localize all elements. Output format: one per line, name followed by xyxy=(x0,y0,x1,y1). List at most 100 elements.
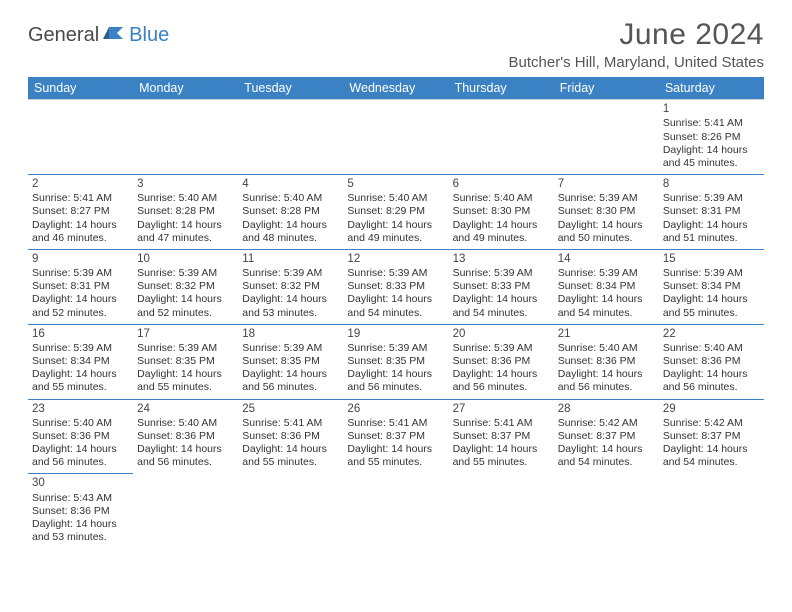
daylight-text: Daylight: 14 hours xyxy=(453,443,550,456)
sunrise-text: Sunrise: 5:39 AM xyxy=(32,267,129,280)
day-number: 10 xyxy=(137,252,234,266)
sunset-text: Sunset: 8:32 PM xyxy=(242,280,339,293)
day-number: 29 xyxy=(663,402,760,416)
calendar-empty-cell xyxy=(133,474,238,548)
daylight-text: and 54 minutes. xyxy=(347,307,444,320)
brand-logo: General Blue xyxy=(28,24,169,47)
calendar-day-cell: 3Sunrise: 5:40 AMSunset: 8:28 PMDaylight… xyxy=(133,174,238,249)
daylight-text: and 47 minutes. xyxy=(137,232,234,245)
daylight-text: and 54 minutes. xyxy=(558,456,655,469)
daylight-text: Daylight: 14 hours xyxy=(242,368,339,381)
calendar-day-cell: 22Sunrise: 5:40 AMSunset: 8:36 PMDayligh… xyxy=(659,324,764,399)
calendar-day-cell: 19Sunrise: 5:39 AMSunset: 8:35 PMDayligh… xyxy=(343,324,448,399)
daylight-text: Daylight: 14 hours xyxy=(32,443,129,456)
sunrise-text: Sunrise: 5:41 AM xyxy=(347,417,444,430)
sunrise-text: Sunrise: 5:40 AM xyxy=(347,192,444,205)
sunset-text: Sunset: 8:30 PM xyxy=(558,205,655,218)
daylight-text: and 49 minutes. xyxy=(453,232,550,245)
month-title: June 2024 xyxy=(509,18,764,52)
sunset-text: Sunset: 8:36 PM xyxy=(32,430,129,443)
calendar-page: General Blue June 2024 Butcher's Hill, M… xyxy=(0,0,792,566)
daylight-text: and 56 minutes. xyxy=(347,381,444,394)
weekday-header: Monday xyxy=(133,77,238,100)
sunrise-text: Sunrise: 5:39 AM xyxy=(663,192,760,205)
day-number: 28 xyxy=(558,402,655,416)
sunrise-text: Sunrise: 5:41 AM xyxy=(453,417,550,430)
day-number: 22 xyxy=(663,327,760,341)
day-number: 30 xyxy=(32,476,129,490)
calendar-day-cell: 13Sunrise: 5:39 AMSunset: 8:33 PMDayligh… xyxy=(449,249,554,324)
sunset-text: Sunset: 8:31 PM xyxy=(663,205,760,218)
daylight-text: Daylight: 14 hours xyxy=(558,443,655,456)
weekday-header: Saturday xyxy=(659,77,764,100)
sunset-text: Sunset: 8:28 PM xyxy=(242,205,339,218)
calendar-empty-cell xyxy=(659,474,764,548)
sunrise-text: Sunrise: 5:41 AM xyxy=(663,117,760,130)
daylight-text: Daylight: 14 hours xyxy=(32,219,129,232)
calendar-day-cell: 10Sunrise: 5:39 AMSunset: 8:32 PMDayligh… xyxy=(133,249,238,324)
sunrise-text: Sunrise: 5:43 AM xyxy=(32,492,129,505)
calendar-day-cell: 12Sunrise: 5:39 AMSunset: 8:33 PMDayligh… xyxy=(343,249,448,324)
calendar-day-cell: 20Sunrise: 5:39 AMSunset: 8:36 PMDayligh… xyxy=(449,324,554,399)
sunrise-text: Sunrise: 5:42 AM xyxy=(558,417,655,430)
calendar-day-cell: 9Sunrise: 5:39 AMSunset: 8:31 PMDaylight… xyxy=(28,249,133,324)
day-number: 15 xyxy=(663,252,760,266)
calendar-empty-cell xyxy=(343,474,448,548)
day-number: 11 xyxy=(242,252,339,266)
daylight-text: and 55 minutes. xyxy=(242,456,339,469)
day-number: 26 xyxy=(347,402,444,416)
daylight-text: and 53 minutes. xyxy=(242,307,339,320)
flag-icon xyxy=(103,25,125,46)
calendar-week-row: 9Sunrise: 5:39 AMSunset: 8:31 PMDaylight… xyxy=(28,249,764,324)
calendar-day-cell: 15Sunrise: 5:39 AMSunset: 8:34 PMDayligh… xyxy=(659,249,764,324)
day-number: 16 xyxy=(32,327,129,341)
calendar-empty-cell xyxy=(554,474,659,548)
sunrise-text: Sunrise: 5:39 AM xyxy=(663,267,760,280)
sunset-text: Sunset: 8:36 PM xyxy=(453,355,550,368)
sunset-text: Sunset: 8:30 PM xyxy=(453,205,550,218)
calendar-empty-cell xyxy=(238,474,343,548)
day-number: 7 xyxy=(558,177,655,191)
daylight-text: Daylight: 14 hours xyxy=(558,293,655,306)
daylight-text: Daylight: 14 hours xyxy=(242,219,339,232)
sunrise-text: Sunrise: 5:39 AM xyxy=(558,267,655,280)
calendar-week-row: 1Sunrise: 5:41 AMSunset: 8:26 PMDaylight… xyxy=(28,100,764,175)
brand-text-2: Blue xyxy=(129,24,169,47)
sunrise-text: Sunrise: 5:41 AM xyxy=(32,192,129,205)
sunset-text: Sunset: 8:36 PM xyxy=(242,430,339,443)
daylight-text: and 48 minutes. xyxy=(242,232,339,245)
daylight-text: and 56 minutes. xyxy=(453,381,550,394)
daylight-text: and 54 minutes. xyxy=(453,307,550,320)
daylight-text: and 53 minutes. xyxy=(32,531,129,544)
day-number: 19 xyxy=(347,327,444,341)
day-number: 23 xyxy=(32,402,129,416)
day-number: 14 xyxy=(558,252,655,266)
calendar-empty-cell xyxy=(449,100,554,175)
daylight-text: Daylight: 14 hours xyxy=(663,293,760,306)
sunset-text: Sunset: 8:36 PM xyxy=(663,355,760,368)
day-number: 5 xyxy=(347,177,444,191)
sunrise-text: Sunrise: 5:40 AM xyxy=(242,192,339,205)
sunrise-text: Sunrise: 5:39 AM xyxy=(137,267,234,280)
day-number: 12 xyxy=(347,252,444,266)
calendar-day-cell: 23Sunrise: 5:40 AMSunset: 8:36 PMDayligh… xyxy=(28,399,133,474)
calendar-empty-cell xyxy=(449,474,554,548)
day-number: 13 xyxy=(453,252,550,266)
daylight-text: and 50 minutes. xyxy=(558,232,655,245)
daylight-text: Daylight: 14 hours xyxy=(242,293,339,306)
daylight-text: Daylight: 14 hours xyxy=(137,443,234,456)
calendar-day-cell: 6Sunrise: 5:40 AMSunset: 8:30 PMDaylight… xyxy=(449,174,554,249)
daylight-text: Daylight: 14 hours xyxy=(663,368,760,381)
day-number: 20 xyxy=(453,327,550,341)
sunset-text: Sunset: 8:27 PM xyxy=(32,205,129,218)
sunset-text: Sunset: 8:31 PM xyxy=(32,280,129,293)
daylight-text: and 56 minutes. xyxy=(663,381,760,394)
calendar-week-row: 16Sunrise: 5:39 AMSunset: 8:34 PMDayligh… xyxy=(28,324,764,399)
calendar-day-cell: 18Sunrise: 5:39 AMSunset: 8:35 PMDayligh… xyxy=(238,324,343,399)
daylight-text: and 56 minutes. xyxy=(242,381,339,394)
sunset-text: Sunset: 8:34 PM xyxy=(663,280,760,293)
calendar-day-cell: 1Sunrise: 5:41 AMSunset: 8:26 PMDaylight… xyxy=(659,100,764,175)
sunrise-text: Sunrise: 5:42 AM xyxy=(663,417,760,430)
sunset-text: Sunset: 8:35 PM xyxy=(347,355,444,368)
calendar-day-cell: 16Sunrise: 5:39 AMSunset: 8:34 PMDayligh… xyxy=(28,324,133,399)
